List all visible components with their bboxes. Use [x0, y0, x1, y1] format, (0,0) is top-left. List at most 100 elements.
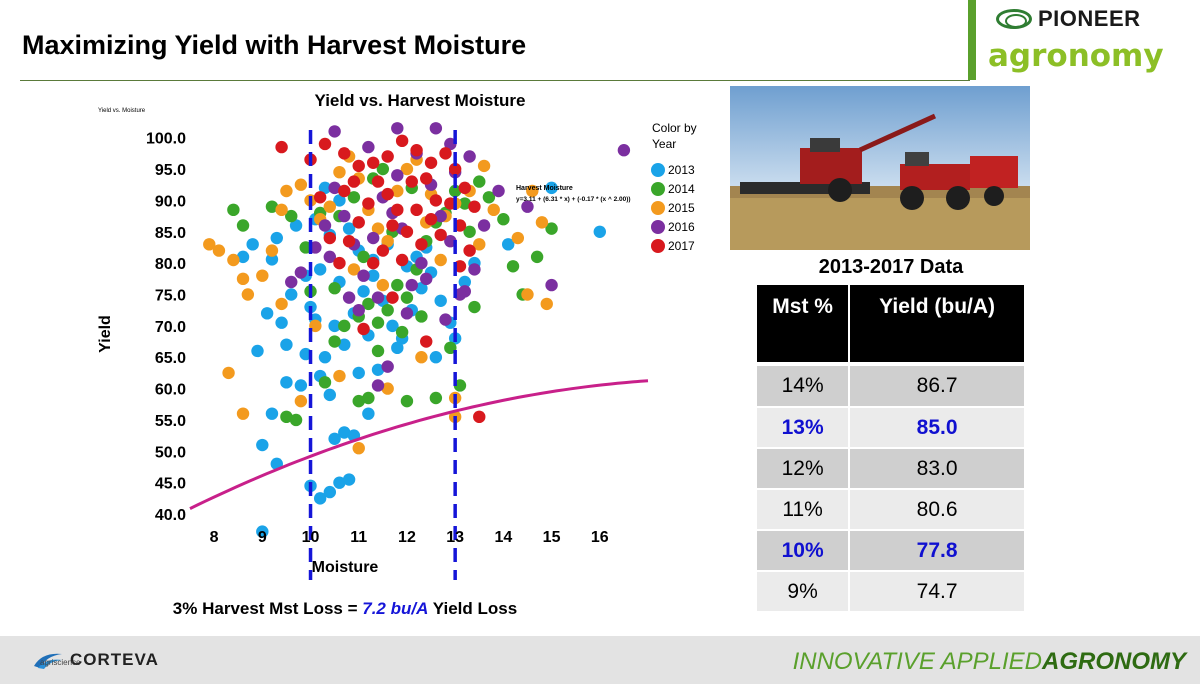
fit-line-equation: y=3.11 + (6.31 * x) + (-0.17 * (x ^ 2.00…: [516, 195, 631, 203]
cell-yield: 80.6: [849, 489, 1024, 531]
scatter-point: [429, 194, 443, 207]
logo-sub: agronomy: [988, 38, 1164, 74]
cell-moisture: 10%: [757, 530, 851, 572]
legend-swatch: [651, 163, 665, 177]
scatter-point: [468, 200, 481, 213]
legend-swatch: [651, 220, 665, 234]
y-tick-label: 45.0: [155, 476, 186, 493]
scatter-point: [275, 316, 288, 329]
scatter-point: [521, 288, 534, 301]
scatter-point: [535, 216, 549, 229]
scatter-point: [256, 438, 269, 452]
x-tick-label: 13: [446, 529, 464, 546]
scatter-point: [530, 250, 544, 264]
scatter-point: [256, 269, 269, 282]
scatter-point: [468, 263, 481, 276]
x-tick-label: 9: [258, 529, 267, 546]
y-tick-labels: 40.0 45.0 50.0 55.0 60.0 65.0 70.0 75.0 80.0 85.0…: [146, 131, 186, 524]
scatter-point: [545, 222, 558, 235]
scatter-point: [410, 203, 423, 217]
scatter-point: [405, 175, 418, 188]
scatter-point: [448, 162, 462, 176]
legend-label: 2015: [668, 201, 695, 215]
tagline-innovative: INNOVATIVE: [792, 648, 941, 675]
cell-yield: 83.0: [849, 448, 1024, 490]
column-header-moisture: Mst %: [757, 285, 851, 362]
scatter-point: [362, 197, 375, 210]
scatter-point: [280, 376, 293, 389]
scatter-point: [333, 165, 346, 179]
scatter-point: [415, 238, 428, 251]
scatter-point: [506, 260, 520, 273]
y-tick-label: 80.0: [155, 256, 186, 273]
scatter-point: [439, 147, 452, 160]
scatter-point: [492, 184, 505, 198]
scatter-point: [328, 181, 341, 195]
legend-title: Year: [652, 137, 676, 151]
cell-yield: 77.8: [849, 530, 1024, 572]
scatter-point: [420, 272, 433, 286]
scatter-point: [352, 394, 365, 408]
scatter-point: [482, 191, 496, 204]
scatter-point: [415, 282, 428, 295]
x-tick-labels: 8 9 10 11 12 13 14 15 16: [210, 529, 609, 546]
scatter-point: [386, 291, 399, 304]
scatter-point: [410, 144, 423, 157]
corteva-logo: CORTEVA: [32, 650, 159, 670]
scatter-point: [328, 282, 341, 295]
scatter-point: [526, 184, 539, 198]
scatter-point: [429, 122, 443, 135]
scatter-point: [477, 159, 491, 173]
scatter-point: [323, 231, 337, 245]
scatter-point: [285, 209, 298, 223]
scatter-point: [285, 288, 298, 301]
scatter-point: [511, 231, 525, 245]
scatter-point: [280, 184, 293, 198]
scatter-point: [367, 256, 380, 270]
scatter-point: [593, 225, 606, 238]
scatter-point: [352, 303, 365, 317]
table-gap: [757, 362, 1024, 366]
scatter-point: [371, 379, 385, 392]
scatter-point: [381, 382, 394, 395]
scatter-point: [420, 172, 433, 185]
scatter-point: [463, 244, 476, 257]
legend: Color by Year 2013 2014 2015 2016 2017: [651, 121, 697, 253]
y-tick-label: 100.0: [146, 131, 186, 148]
scatter-point: [381, 187, 394, 201]
scatter-point: [227, 253, 240, 267]
y-tick-label: 60.0: [155, 382, 186, 399]
scatter-point: [280, 410, 293, 424]
scatter-point: [540, 297, 553, 311]
legend-title: Color by: [652, 121, 697, 135]
legend-label: 2014: [668, 182, 695, 196]
scatter-point: [323, 485, 337, 499]
scatter-point: [395, 134, 409, 148]
footer-bar: CORTEVA agriscience INNOVATIVE APPLIEDAG…: [0, 636, 1200, 684]
scatter-point: [386, 219, 399, 232]
scatter-point: [501, 238, 515, 251]
scatter-point: [275, 203, 288, 217]
x-tick-label: 11: [350, 529, 367, 546]
scatter-point: [265, 200, 279, 213]
table-row: 14% 86.7: [757, 366, 1024, 408]
scatter-point: [391, 203, 404, 217]
scatter-point: [386, 319, 399, 333]
footer-tagline: INNOVATIVE APPLIEDAGRONOMY: [793, 648, 1186, 676]
scatter-point: [352, 441, 365, 455]
scatter-point: [342, 222, 356, 235]
x-axis-label: Moisture: [312, 559, 379, 576]
y-tick-label: 50.0: [155, 444, 186, 461]
tagline-agronomy: AGRONOMY: [1042, 648, 1186, 675]
scatter-point: [342, 234, 356, 248]
scatter-point: [352, 159, 365, 173]
scatter-point: [424, 213, 438, 226]
combine-harvest-photo: [730, 86, 1030, 250]
scatter-point: [265, 253, 279, 266]
scatter-point: [434, 294, 447, 307]
scatter-point: [352, 366, 365, 380]
cell-yield: 85.0: [849, 407, 1024, 449]
scatter-point: [448, 184, 462, 198]
scatter-point: [294, 178, 308, 191]
scatter-point: [371, 363, 385, 376]
